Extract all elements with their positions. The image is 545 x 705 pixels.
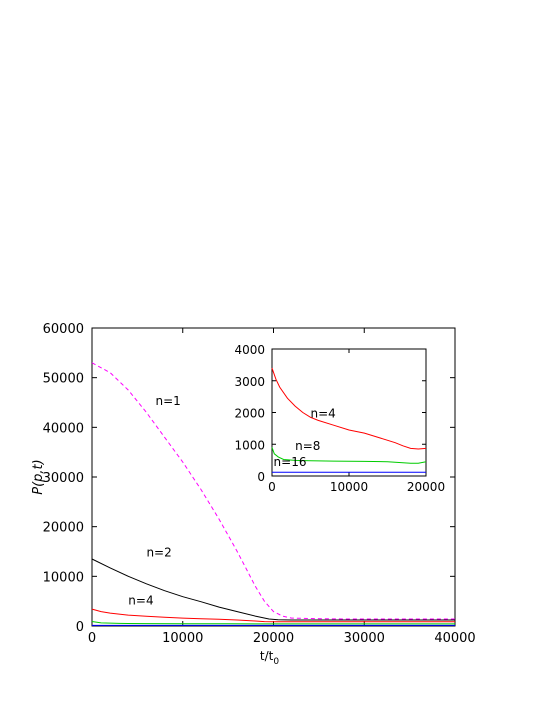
main-annotation-n1: n=1 bbox=[156, 394, 181, 408]
main-y-tick-label: 0 bbox=[76, 620, 84, 635]
main-series-line-n4 bbox=[91, 608, 455, 623]
main-annotation-n2: n=2 bbox=[146, 545, 171, 559]
x-axis-label-subscript: 0 bbox=[273, 657, 279, 667]
main-x-tick-label: 10000 bbox=[162, 631, 203, 646]
main-x-tick-label: 0 bbox=[88, 631, 96, 646]
main-y-tick-label: 10000 bbox=[43, 570, 84, 585]
main-y-tick-label: 60000 bbox=[43, 322, 84, 337]
main-series-line-n8 bbox=[91, 621, 455, 625]
inset-y-tick-label: 2000 bbox=[234, 407, 265, 421]
inset-series-line-n4 bbox=[271, 367, 427, 450]
x-axis-label-text: t/t bbox=[260, 649, 274, 663]
inset-y-tick-label: 1000 bbox=[234, 438, 265, 452]
main-plot: 0 10000 20000 30000 400000100002000030000400… bbox=[31, 322, 476, 667]
inset-y-tick-label: 4000 bbox=[234, 343, 265, 357]
main-x-tick-label: 30000 bbox=[344, 631, 385, 646]
main-annotation-n4: n=4 bbox=[128, 594, 153, 608]
main-y-tick-label: 30000 bbox=[43, 471, 84, 486]
inset-x-tick-label: 20000 bbox=[407, 480, 445, 494]
main-series-line-n1 bbox=[91, 362, 455, 620]
inset-y-tick-label: 3000 bbox=[234, 375, 265, 389]
inset-annotation-n4: n=4 bbox=[311, 406, 336, 420]
main-y-tick-label: 50000 bbox=[43, 372, 84, 387]
inset-annotation-n8: n=8 bbox=[295, 439, 320, 453]
inset-x-tick-label: 10000 bbox=[330, 480, 368, 494]
x-axis-label: t/t0 bbox=[260, 649, 279, 667]
inset-annotation-n16: n=16 bbox=[274, 455, 307, 469]
inset-y-tick-label: 0 bbox=[257, 470, 265, 484]
inset-series-line-n8 bbox=[271, 447, 427, 464]
main-y-tick-label: 20000 bbox=[43, 521, 84, 536]
main-x-tick-label: 20000 bbox=[253, 631, 294, 646]
main-series-line-n2 bbox=[91, 558, 455, 621]
main-x-tick-label: 40000 bbox=[434, 631, 475, 646]
main-y-tick-label: 40000 bbox=[43, 421, 84, 436]
inset-x-tick-label: 0 bbox=[268, 480, 276, 494]
y-axis-label: P(p,t) bbox=[31, 459, 46, 494]
inset-plot: 0 10000 20000 0 1000 2000 3000 4000 n=4 n=8 n=16 bbox=[234, 343, 445, 494]
